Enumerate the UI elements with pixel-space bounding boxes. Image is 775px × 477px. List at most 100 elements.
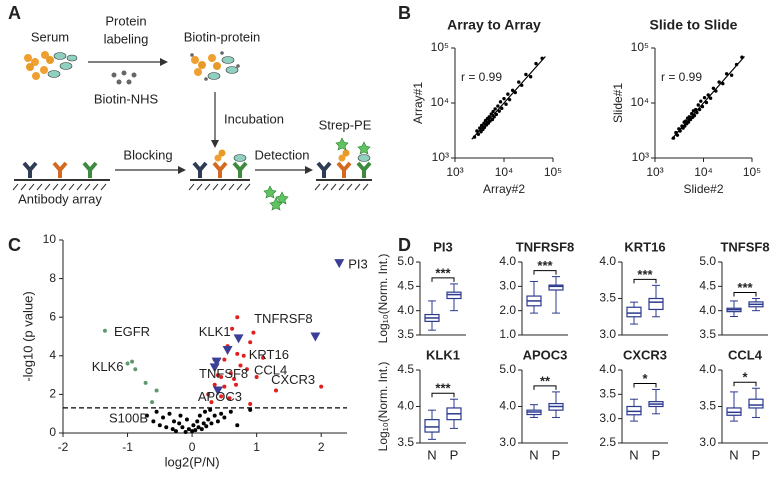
point: [235, 315, 240, 320]
point: [173, 429, 178, 434]
point: [496, 104, 500, 108]
chart-title: KRT16: [624, 239, 665, 254]
step-label: Detection: [255, 147, 310, 162]
x-tick-label: 10⁵: [743, 165, 761, 179]
x-tick-label: 1: [253, 440, 260, 454]
point: [204, 424, 209, 429]
y-tick-label: 3.5: [699, 327, 716, 341]
significance: *: [742, 370, 748, 385]
point: [222, 384, 227, 389]
y-axis-label: Array#1: [411, 82, 425, 124]
point: [235, 351, 240, 356]
antibody-array: [12, 161, 110, 191]
x-tick-label: P: [552, 447, 561, 462]
point: [489, 112, 493, 116]
point: [228, 409, 233, 414]
y-tick-label: 3.5: [599, 387, 616, 401]
significance-bracket: [431, 392, 455, 398]
point: [150, 400, 155, 405]
y-tick-label: 3.5: [397, 435, 414, 449]
point: [497, 109, 501, 113]
y-tick-label: 4.0: [499, 399, 516, 413]
point: [232, 376, 237, 381]
box: [626, 306, 642, 318]
point: [201, 421, 206, 426]
chart-title: CXCR3: [623, 347, 667, 362]
strep-pe-stars: [263, 185, 289, 211]
step-label: Biotin-protein: [184, 29, 261, 44]
point: [209, 421, 214, 426]
point: [212, 382, 217, 387]
significance-bracket: [533, 385, 557, 390]
chart-title: Array to Array: [447, 17, 541, 33]
point: [186, 427, 191, 432]
point: [183, 430, 188, 435]
y-tick-label: 3.5: [699, 399, 716, 413]
x-tick-label: -2: [58, 440, 69, 454]
point: [506, 92, 510, 96]
point: [274, 388, 278, 393]
panel-label: B: [398, 3, 411, 23]
triangle-point: [233, 334, 244, 344]
x-tick-label: P: [652, 447, 661, 462]
point-label: APOC3: [198, 389, 242, 404]
significance-bracket: [733, 292, 757, 297]
y-tick-label: 10⁴: [430, 95, 449, 109]
point: [193, 428, 198, 433]
point: [487, 115, 491, 119]
significance-bracket: [633, 278, 657, 284]
point: [230, 326, 235, 331]
fit-line: [471, 56, 546, 140]
point: [248, 407, 253, 412]
point: [208, 407, 213, 412]
point: [199, 427, 204, 432]
serum-proteins: [24, 51, 78, 80]
point: [507, 97, 512, 102]
point: [493, 107, 497, 111]
arrow-head: [178, 166, 186, 174]
x-tick-label: P: [450, 447, 459, 462]
point: [244, 367, 249, 372]
point: [164, 425, 169, 430]
step-label: labeling: [104, 31, 149, 46]
point: [154, 388, 159, 393]
chart-title: PI3: [433, 239, 453, 254]
point: [130, 359, 135, 364]
x-axis-label: log2(P/N): [165, 454, 220, 469]
point: [241, 353, 246, 358]
y-tick-label: 10³: [632, 150, 649, 164]
point: [209, 400, 214, 405]
point: [161, 415, 166, 420]
x-tick-label: 2: [318, 440, 325, 454]
chart-title: TNFRSF8: [516, 239, 575, 254]
point: [251, 330, 256, 335]
chart-title: TNFSF8: [720, 239, 769, 254]
point: [248, 402, 253, 407]
point: [143, 380, 148, 385]
significance: ***: [537, 258, 553, 273]
point: [492, 115, 496, 119]
annotation: r = 0.99: [461, 70, 502, 84]
significance: ***: [737, 280, 753, 295]
point: [498, 100, 503, 104]
point: [534, 61, 538, 66]
x-tick-label: 10³: [646, 165, 663, 179]
arrow-head: [211, 140, 219, 148]
y-tick-label: 4.0: [699, 303, 716, 317]
step-label: Incubation: [224, 111, 284, 126]
step-label: Biotin-NHS: [94, 91, 159, 106]
y-tick-label: 4.5: [397, 279, 414, 293]
point: [254, 375, 259, 380]
point-label: CCL4: [254, 363, 287, 378]
point: [180, 425, 185, 430]
point: [154, 409, 159, 414]
point: [729, 73, 734, 77]
point: [177, 421, 182, 426]
y-tick-label: 2.0: [499, 303, 516, 317]
significance: ***: [435, 381, 451, 396]
step-label: Blocking: [123, 147, 172, 162]
point: [319, 384, 324, 389]
point: [102, 328, 107, 333]
point: [504, 102, 508, 106]
